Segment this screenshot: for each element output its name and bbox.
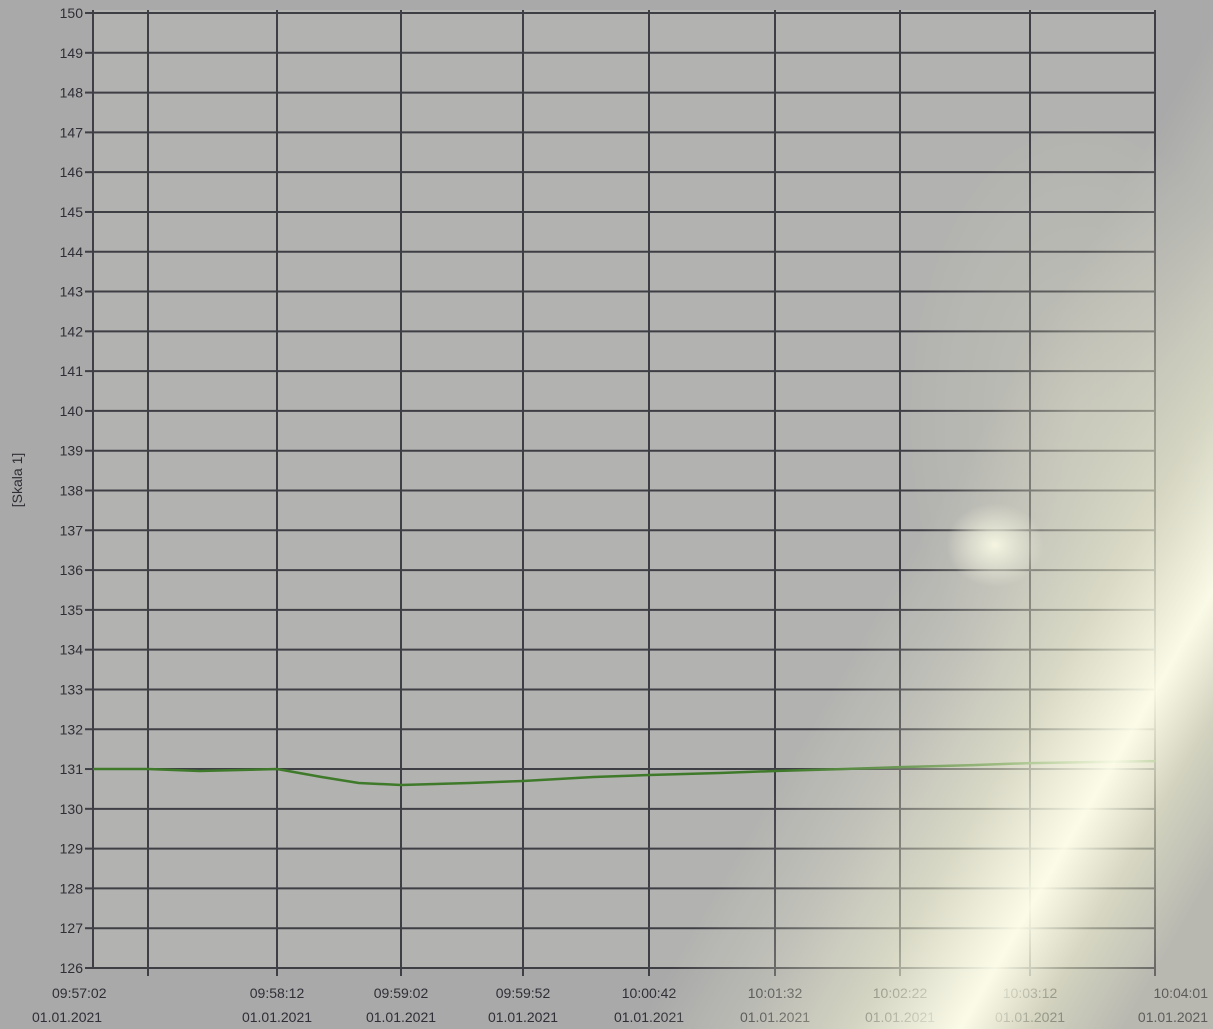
data-point xyxy=(718,772,721,774)
y-tick-label: 135 xyxy=(60,602,84,618)
data-point xyxy=(899,766,901,768)
x-tick-time: 10:02:22 xyxy=(873,985,928,1001)
data-point xyxy=(358,782,360,784)
y-tick-label: 130 xyxy=(60,801,84,817)
x-tick-date: 01.01.2021 xyxy=(865,1009,935,1025)
x-tick-date: 01.01.2021 xyxy=(995,1009,1065,1025)
y-tick-label: 128 xyxy=(60,880,84,896)
y-tick-label: 134 xyxy=(60,642,84,658)
x-tick-time: 09:57:02 xyxy=(52,985,107,1001)
y-tick-label: 143 xyxy=(60,284,84,300)
x-tick-date: 01.01.2021 xyxy=(614,1009,684,1025)
y-tick-label: 138 xyxy=(60,483,84,499)
x-tick-date: 01.01.2021 xyxy=(366,1009,436,1025)
data-point xyxy=(648,774,650,776)
y-tick-label: 137 xyxy=(60,522,84,538)
x-tick-date: 01.01.2021 xyxy=(32,1009,102,1025)
data-point xyxy=(592,776,595,778)
x-tick-date: 01.01.2021 xyxy=(488,1009,558,1025)
y-axis-label: [Skala 1] xyxy=(9,453,25,507)
x-tick-time: 09:59:52 xyxy=(496,985,551,1001)
y-tick-label: 140 xyxy=(60,403,84,419)
x-tick-time: 10:04:01 xyxy=(1154,985,1209,1001)
x-tick-date: 01.01.2021 xyxy=(740,1009,810,1025)
data-point xyxy=(844,768,846,770)
y-tick-label: 142 xyxy=(60,323,84,339)
y-tick-label: 147 xyxy=(60,124,84,140)
x-tick-time: 10:01:32 xyxy=(748,985,803,1001)
y-tick-label: 144 xyxy=(60,244,84,260)
data-point xyxy=(320,776,323,778)
y-tick-label: 131 xyxy=(60,761,84,777)
data-point xyxy=(1154,760,1156,762)
y-tick-label: 136 xyxy=(60,562,84,578)
data-point xyxy=(1029,762,1031,764)
y-tick-label: 145 xyxy=(60,204,84,220)
y-tick-label: 146 xyxy=(60,164,84,180)
x-tick-time: 09:59:02 xyxy=(374,985,429,1001)
x-tick-time: 09:58:12 xyxy=(250,985,305,1001)
y-tick-label: 141 xyxy=(60,363,84,379)
plot-area xyxy=(93,10,1155,968)
data-point xyxy=(468,782,471,784)
y-tick-label: 127 xyxy=(60,920,84,936)
x-tick-date: 01.01.2021 xyxy=(1138,1009,1208,1025)
x-tick-time: 10:00:42 xyxy=(622,985,677,1001)
y-tick-label: 126 xyxy=(60,960,84,976)
data-point xyxy=(198,770,201,772)
y-tick-label: 148 xyxy=(60,85,84,101)
y-tick-label: 132 xyxy=(60,721,84,737)
y-tick-label: 133 xyxy=(60,681,84,697)
data-point xyxy=(774,770,776,772)
y-tick-label: 150 xyxy=(60,5,84,21)
y-tick-label: 149 xyxy=(60,45,84,61)
y-tick-label: 139 xyxy=(60,443,84,459)
data-point xyxy=(276,768,278,770)
data-point xyxy=(147,768,149,770)
data-point xyxy=(400,784,402,786)
x-tick-date: 01.01.2021 xyxy=(242,1009,312,1025)
data-point xyxy=(522,780,524,782)
y-tick-label: 129 xyxy=(60,841,84,857)
data-point xyxy=(972,764,974,766)
x-tick-time: 10:03:12 xyxy=(1003,985,1058,1001)
